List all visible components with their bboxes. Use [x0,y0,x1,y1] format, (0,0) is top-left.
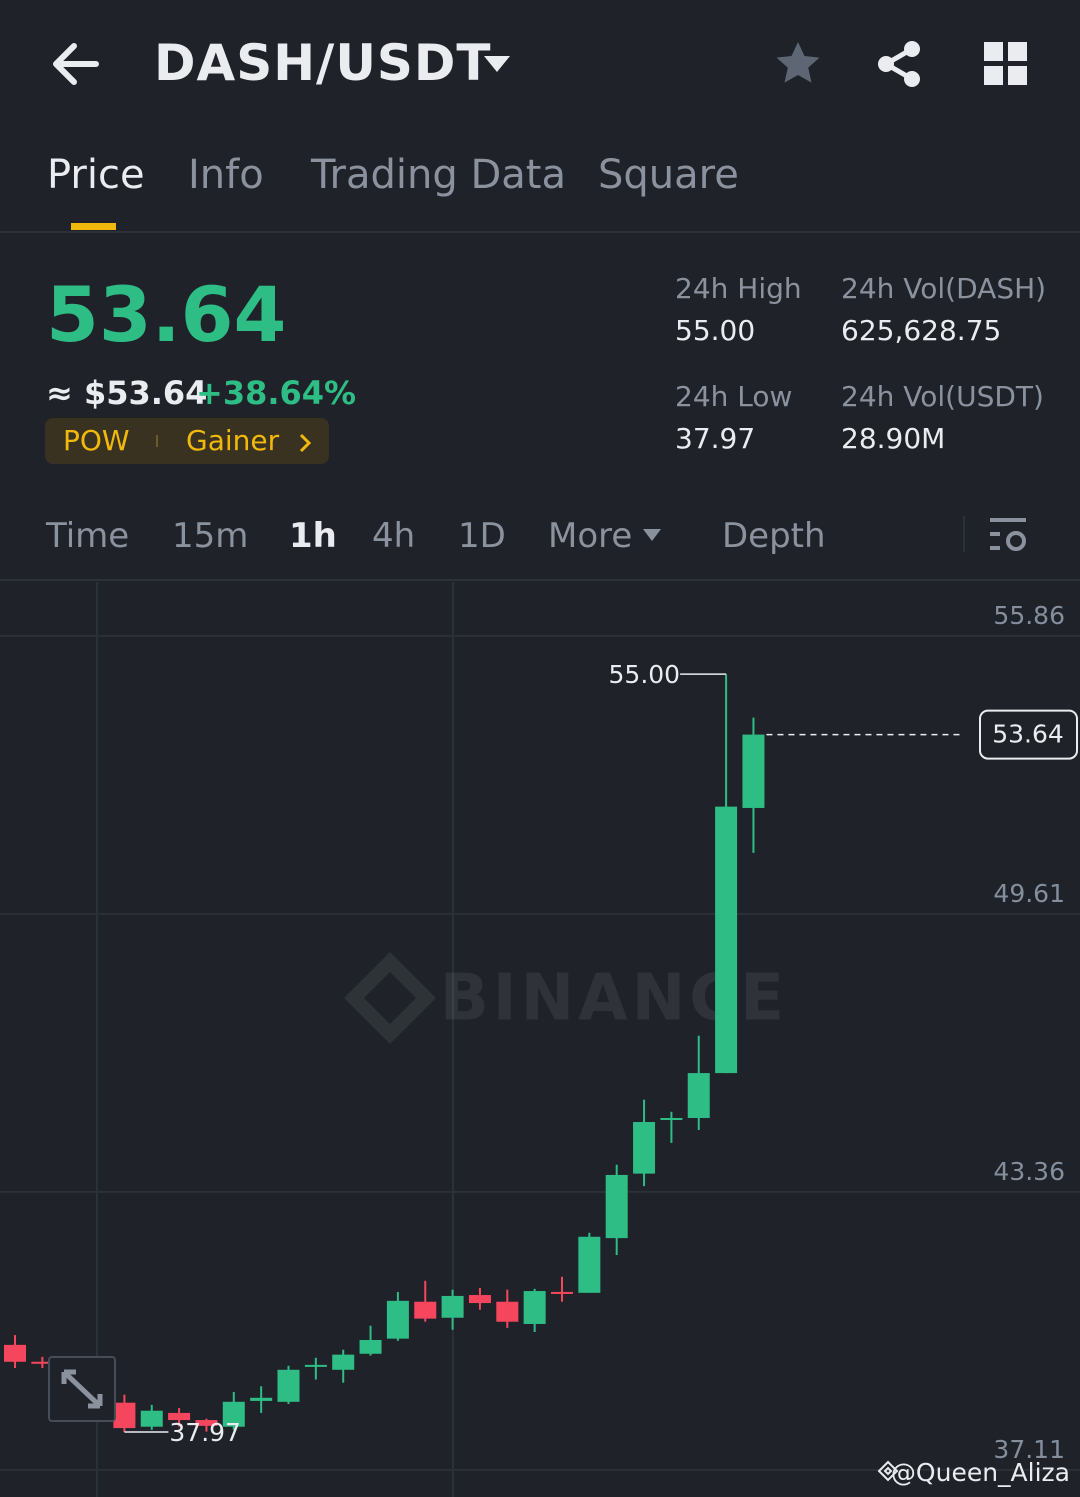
stat-value: 625,628.75 [841,314,1002,347]
candle-body [304,1364,327,1367]
candle-body [277,1369,300,1402]
stat-value: 55.00 [675,314,756,347]
candle-body [715,806,738,1074]
y-tick-label: 55.86 [993,601,1065,630]
candle-body [168,1412,191,1421]
candle-body [496,1301,519,1322]
dropdown-icon[interactable] [482,54,512,74]
credit-icon [877,1460,899,1482]
tab[interactable]: Info [188,152,264,198]
candle-body [250,1397,273,1401]
stat-value: 28.90M [841,422,946,455]
tab[interactable]: Square [598,152,739,198]
candle-body [414,1301,437,1319]
candle-body [551,1291,573,1294]
price-change: +38.64% [196,374,357,412]
tag-box[interactable] [45,418,329,464]
interval[interactable]: Depth [722,516,826,556]
y-tick-label: 37.11 [993,1435,1065,1464]
stat-label: 24h Vol(DASH) [841,272,1047,305]
tag-separator [156,435,158,447]
candle-body [633,1122,656,1174]
candle-body [359,1339,382,1354]
interval[interactable]: 1h [289,516,337,556]
divider [963,516,965,552]
stat-label: 24h Vol(USDT) [841,380,1044,413]
share-icon[interactable] [876,40,922,88]
candle-body [113,1402,136,1429]
last-price-box [979,709,1078,760]
candle-body [578,1236,601,1293]
candle-body [687,1073,710,1119]
interval[interactable]: 15m [172,516,249,556]
dropdown-icon [643,529,661,541]
candle-body [195,1420,218,1426]
last-price: 53.64 [46,270,287,359]
tab[interactable]: Price [47,152,145,198]
tab-indicator [71,223,116,230]
fiat-price: ≈ $53.64 [46,374,208,412]
candle-body [222,1401,245,1427]
candle-body [386,1300,409,1339]
candle-body [605,1174,628,1239]
candle-body [742,734,765,808]
candle-body [660,1118,683,1121]
y-tick-label: 43.36 [993,1157,1065,1186]
credit: @Queen_Aliza [891,1458,1070,1487]
divider [0,579,1080,581]
candle-body [441,1295,464,1318]
divider [0,231,1080,233]
settings-icon[interactable] [988,516,1028,554]
pair-title[interactable]: DASH/USDT [154,34,492,92]
expand-button[interactable] [48,1356,116,1422]
grid-icon[interactable] [984,42,1028,86]
tag[interactable]: Gainer [186,424,280,457]
last-price-label: 53.64 [992,720,1064,749]
watermark-logo [344,952,436,1044]
interval[interactable]: More [548,516,633,556]
expand-icon [61,1369,103,1409]
interval[interactable]: 1D [458,516,506,556]
candle-body [140,1410,163,1427]
candle-body [31,1361,54,1364]
candlestick-chart: BINANCE 55.8649.6143.3637.1155.0037.9753… [0,582,1080,1497]
y-tick-label: 49.61 [993,879,1065,908]
candle-body [523,1291,546,1324]
candle-body [468,1295,491,1304]
favorite-icon[interactable] [774,40,822,86]
stat-value: 37.97 [675,422,756,455]
stat-label: 24h High [675,272,802,305]
candle-body [332,1354,355,1370]
interval[interactable]: 4h [372,516,416,556]
low-label: 37.97 [169,1418,241,1447]
high-label: 55.00 [609,660,681,689]
candle-body [4,1344,26,1362]
interval[interactable]: Time [46,516,130,556]
chevron [299,433,312,453]
tab[interactable]: Trading Data [311,152,566,198]
back-icon[interactable] [50,42,100,86]
tag[interactable]: POW [63,424,130,457]
stat-label: 24h Low [675,380,793,413]
